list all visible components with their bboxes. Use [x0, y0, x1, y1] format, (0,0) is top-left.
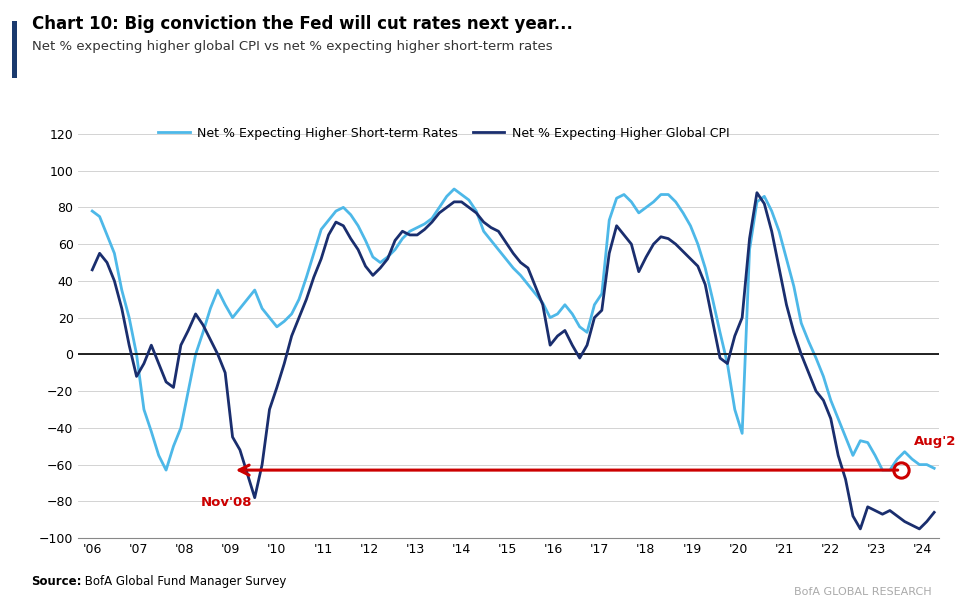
Net % Expecting Higher Global CPI: [404, 231, 416, 238]
Net % Expecting Higher Short-term Rates: [161, 466, 172, 474]
Text: BofA GLOBAL RESEARCH: BofA GLOBAL RESEARCH: [794, 587, 932, 597]
Text: Source:: Source:: [32, 575, 82, 587]
Text: Nov'08: Nov'08: [200, 496, 251, 509]
Line: Net % Expecting Higher Short-term Rates: Net % Expecting Higher Short-term Rates: [92, 189, 934, 470]
Net % Expecting Higher Short-term Rates: [86, 207, 98, 215]
Text: Aug'23: Aug'23: [914, 435, 956, 448]
Net % Expecting Higher Short-term Rates: [286, 310, 297, 317]
Net % Expecting Higher Short-term Rates: [411, 224, 423, 231]
Net % Expecting Higher Short-term Rates: [367, 254, 379, 261]
Net % Expecting Higher Global CPI: [278, 360, 290, 367]
Net % Expecting Higher Short-term Rates: [611, 195, 622, 202]
Net % Expecting Higher Global CPI: [597, 306, 608, 314]
Net % Expecting Higher Global CPI: [197, 321, 208, 328]
Net % Expecting Higher Short-term Rates: [928, 465, 940, 472]
Line: Net % Expecting Higher Global CPI: Net % Expecting Higher Global CPI: [92, 193, 934, 529]
Net % Expecting Higher Global CPI: [86, 266, 98, 274]
Net % Expecting Higher Global CPI: [751, 189, 763, 196]
Net % Expecting Higher Global CPI: [359, 263, 371, 270]
Legend: Net % Expecting Higher Short-term Rates, Net % Expecting Higher Global CPI: Net % Expecting Higher Short-term Rates,…: [154, 122, 734, 145]
Net % Expecting Higher Short-term Rates: [448, 185, 460, 193]
Net % Expecting Higher Global CPI: [833, 452, 844, 459]
Text: Net % expecting higher global CPI vs net % expecting higher short-term rates: Net % expecting higher global CPI vs net…: [32, 40, 553, 52]
Net % Expecting Higher Global CPI: [928, 509, 940, 516]
Net % Expecting Higher Global CPI: [855, 525, 866, 533]
Text: Chart 10: Big conviction the Fed will cut rates next year...: Chart 10: Big conviction the Fed will cu…: [32, 15, 573, 33]
Net % Expecting Higher Short-term Rates: [205, 305, 216, 312]
Text: BofA Global Fund Manager Survey: BofA Global Fund Manager Survey: [81, 575, 287, 587]
Net % Expecting Higher Short-term Rates: [839, 434, 851, 441]
